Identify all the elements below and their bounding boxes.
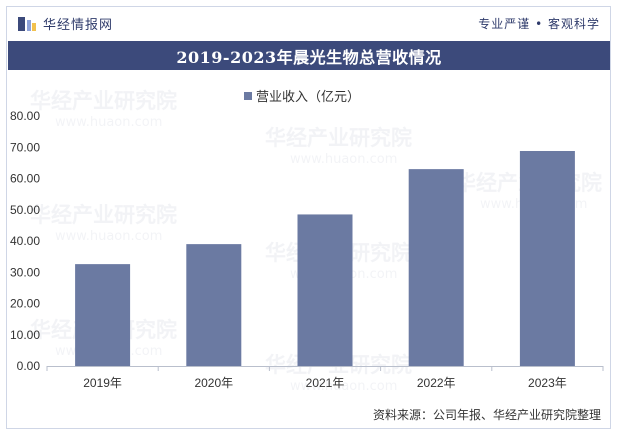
y-tick-label: 40.00	[10, 234, 40, 248]
chart-title: 2019-2023年晨光生物总营收情况	[176, 47, 442, 67]
x-axis-labels: 2019年 2020年 2021年 2022年 2023年	[83, 376, 567, 390]
logo-text: 华经情报网	[43, 18, 114, 33]
y-tick-label: 50.00	[10, 203, 40, 217]
header-bar: 华经情报网 专业严谨 • 客观科学	[7, 8, 610, 36]
watermark-url: www.huaon.com	[290, 152, 397, 167]
y-tick-label: 30.00	[10, 265, 40, 279]
bar-2021年	[297, 214, 353, 366]
legend-label: 营业收入（亿元）	[256, 90, 361, 105]
watermark-url: www.huaon.com	[55, 229, 162, 244]
slogan: 专业严谨 • 客观科学	[478, 17, 600, 31]
x-tick-label: 2022年	[417, 376, 456, 390]
logo-icon	[18, 16, 36, 31]
y-tick-label: 0.00	[17, 359, 41, 373]
watermark-text: 华经产业研究院	[265, 126, 412, 150]
y-tick-label: 10.00	[10, 328, 40, 342]
legend-swatch	[244, 91, 252, 100]
y-tick-label: 70.00	[10, 140, 40, 154]
bar-2022年	[408, 169, 464, 366]
x-tick-label: 2019年	[83, 376, 122, 390]
x-tick-label: 2021年	[306, 376, 345, 390]
y-axis-labels: 0.00 10.00 20.00 30.00 40.00 50.00 60.00 70.00 8…	[10, 109, 40, 373]
bar-2020年	[186, 244, 242, 366]
legend: 营业收入（亿元）	[244, 86, 360, 105]
y-tick-label: 80.00	[10, 109, 40, 123]
source-note: 资料来源：公司年报、华经产业研究院整理	[372, 408, 601, 422]
x-tick-label: 2020年	[194, 376, 233, 390]
x-axis-ticks	[46, 366, 604, 371]
bar-2019年	[75, 264, 131, 366]
watermark-url: www.huaon.com	[55, 115, 162, 130]
logo: 华经情报网	[17, 14, 113, 33]
watermark-text: 华经产业研究院	[30, 89, 177, 113]
y-tick-label: 20.00	[10, 297, 40, 311]
watermark-url: www.huaon.com	[290, 379, 397, 394]
bar-2023年	[519, 151, 575, 366]
y-tick-label: 60.00	[10, 172, 40, 186]
bars-group	[75, 151, 575, 366]
x-tick-label: 2023年	[528, 376, 567, 390]
watermark-text: 华经产业研究院	[30, 203, 177, 227]
title-bar: 2019-2023年晨光生物总营收情况	[8, 41, 610, 70]
